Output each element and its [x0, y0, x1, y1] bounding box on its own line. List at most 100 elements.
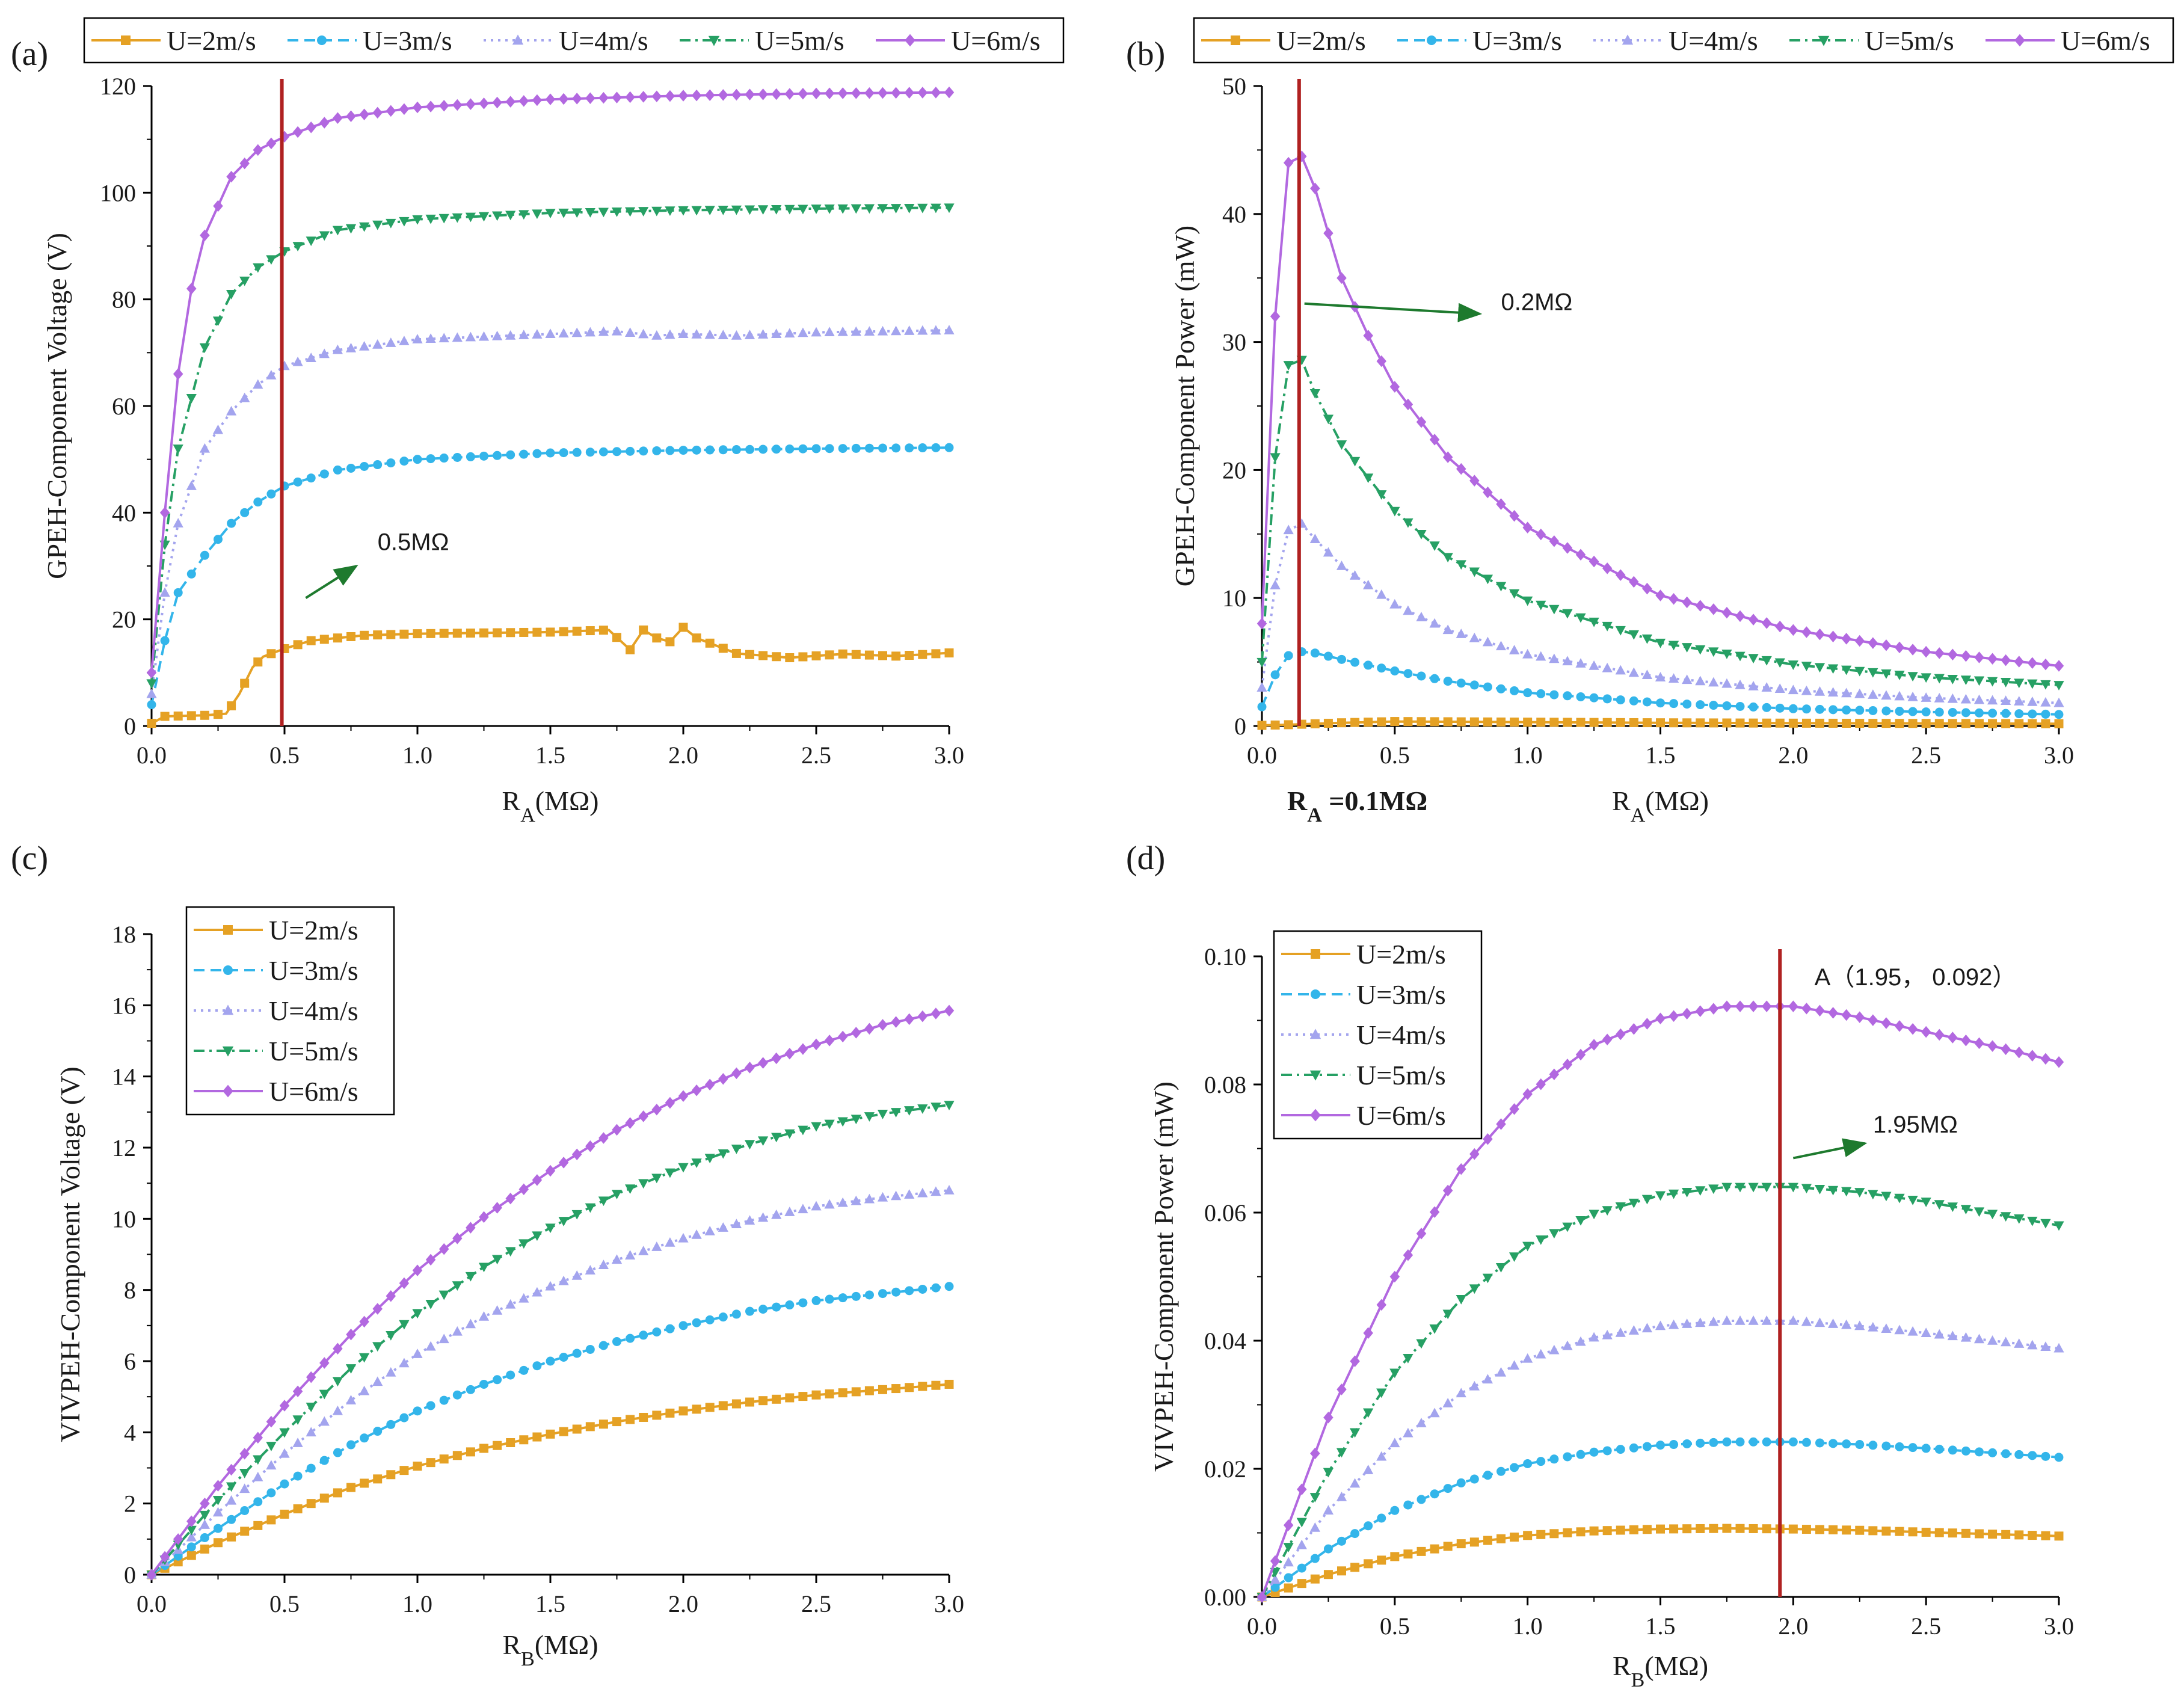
data-point [173, 444, 183, 454]
data-point [665, 1324, 675, 1333]
data-point [718, 206, 728, 215]
data-point [1403, 717, 1413, 727]
data-point [266, 489, 276, 499]
data-point [266, 1460, 277, 1470]
data-point [1735, 1524, 1745, 1533]
data-point [345, 1395, 357, 1404]
y-axis-label: VIVPEH-Component Power (mW) [1148, 1081, 1179, 1472]
data-point [399, 1277, 410, 1290]
data-point [1442, 1309, 1453, 1320]
data-point [1377, 1513, 1386, 1523]
data-point [1323, 1412, 1333, 1424]
data-point [1297, 1563, 1306, 1573]
data-point [1669, 1524, 1679, 1534]
data-point [1310, 1447, 1320, 1460]
legend-swatch-marker [708, 35, 720, 46]
data-point [665, 1096, 675, 1109]
data-point [146, 679, 157, 689]
data-point [2027, 1216, 2038, 1226]
data-point [452, 1390, 462, 1400]
data-point [1721, 1183, 1732, 1193]
data-point [1429, 1206, 1440, 1218]
data-point [798, 1392, 808, 1401]
data-point [159, 1551, 170, 1563]
data-point [1735, 679, 1746, 689]
annotation-label: 0.2MΩ [1501, 289, 1573, 315]
data-point [346, 632, 355, 641]
data-point [1549, 653, 1560, 663]
x-tick-label: 2.5 [801, 1590, 831, 1617]
data-point [240, 508, 250, 517]
data-point [1868, 1014, 1878, 1026]
data-point [1309, 1522, 1320, 1532]
data-point [1549, 604, 1560, 615]
data-point [306, 1427, 316, 1437]
data-point [1602, 1206, 1613, 1216]
data-point [466, 1447, 475, 1457]
data-point [1589, 1039, 1599, 1051]
data-point [266, 1442, 277, 1451]
data-point [1376, 355, 1386, 368]
data-point [1284, 651, 1293, 660]
data-point [1416, 612, 1427, 621]
data-point [253, 379, 263, 389]
data-point [292, 1385, 303, 1398]
data-point [492, 1202, 502, 1214]
data-point [1389, 381, 1400, 393]
data-point [1456, 1539, 1466, 1549]
data-point [1762, 703, 1771, 712]
data-point [771, 205, 782, 215]
x-tick-label: 3.0 [2044, 1613, 2074, 1640]
data-point [199, 343, 211, 353]
data-point [651, 1241, 662, 1251]
data-point [439, 454, 449, 463]
data-point [757, 329, 769, 339]
data-point [492, 96, 502, 109]
data-point [1337, 1383, 1347, 1395]
data-point [1987, 1335, 1998, 1345]
data-point [506, 1370, 515, 1380]
data-point [665, 1168, 675, 1178]
data-point [1934, 674, 1945, 684]
data-point [1854, 635, 1865, 647]
data-point [253, 144, 263, 156]
data-point [319, 1389, 330, 1400]
data-point [798, 205, 808, 215]
data-point [651, 1103, 662, 1116]
data-point [1788, 684, 1798, 695]
data-point [1921, 645, 1931, 658]
data-point [1894, 1020, 1905, 1032]
data-point [332, 226, 343, 236]
data-point [1655, 672, 1666, 681]
data-point [1961, 650, 1971, 662]
legend-swatch-marker [1309, 1070, 1321, 1081]
series-u-3m-s [147, 443, 954, 710]
data-point [811, 87, 822, 100]
data-point [373, 1474, 383, 1484]
data-point [1482, 636, 1493, 647]
data-point [493, 1441, 502, 1450]
data-point [1429, 1407, 1440, 1418]
data-point [425, 100, 436, 112]
data-point [491, 211, 503, 221]
panel-label: (b) [1126, 35, 1165, 73]
y-tick-label: 6 [124, 1348, 136, 1375]
data-point [452, 213, 463, 223]
data-point [944, 86, 955, 99]
data-point [1841, 1009, 1851, 1021]
data-point [718, 644, 728, 653]
legend-entry-label: U=2m/s [1276, 25, 1366, 56]
annotation-arrow [1304, 302, 1483, 322]
data-point [1483, 486, 1493, 499]
data-point [2014, 1530, 2024, 1540]
data-point [678, 1090, 689, 1102]
data-point [1682, 718, 1692, 728]
data-point [212, 316, 224, 327]
data-point [1429, 541, 1440, 551]
data-point [438, 214, 449, 224]
data-point [824, 1199, 835, 1209]
data-point [1947, 1202, 1958, 1212]
data-point [1629, 1023, 1639, 1035]
data-point [904, 1106, 915, 1116]
data-point [1815, 718, 1824, 728]
